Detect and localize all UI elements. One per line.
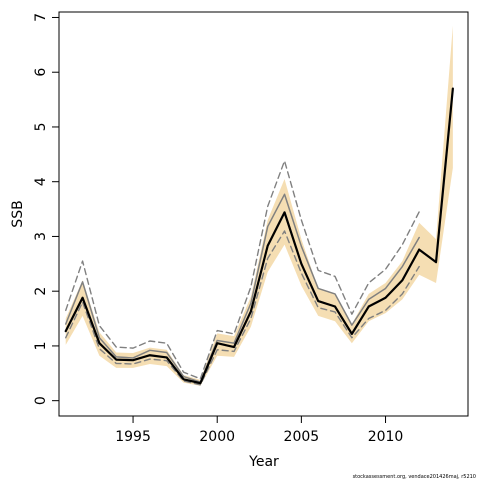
y-tick-label: 0: [33, 396, 49, 405]
confidence-bands: [65, 25, 453, 386]
footnote: stockassessment.org, vendace201426maj, r…: [353, 474, 476, 480]
series-line-estimate: [64, 87, 454, 385]
x-axis: 1995 2000 2005 2010: [115, 416, 403, 445]
y-axis-title: SSB: [10, 200, 26, 227]
y-axis: 0 1 2 3 4 5 6 7: [33, 13, 59, 405]
series-line-dashed: [65, 160, 420, 380]
y-tick-label: 7: [33, 13, 49, 22]
y-tick-label: 4: [33, 177, 49, 186]
y-tick-label: 1: [33, 341, 49, 350]
y-tick-label: 3: [33, 232, 49, 241]
y-tick-label: 5: [33, 122, 49, 131]
y-tick-label: 6: [33, 68, 49, 77]
x-tick-label: 2005: [284, 429, 320, 445]
x-tick-label: 2010: [368, 429, 404, 445]
series-line-gray: [64, 193, 420, 383]
plot-frame: [58, 11, 469, 417]
series-lines: [64, 87, 454, 386]
x-tick-label: 1995: [115, 429, 151, 445]
series-line-dashed: [65, 230, 420, 386]
confidence-band: [65, 25, 453, 386]
x-tick-label: 2000: [199, 429, 235, 445]
y-tick-label: 2: [33, 287, 49, 296]
x-axis-title: Year: [248, 454, 279, 470]
